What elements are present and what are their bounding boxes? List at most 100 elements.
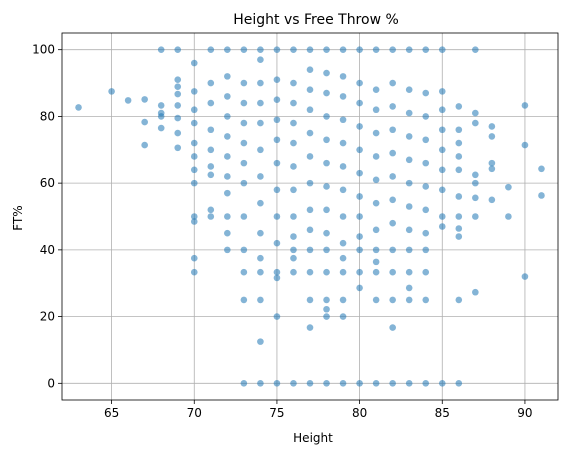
scatter-point bbox=[455, 193, 463, 200]
scatter-point bbox=[207, 46, 215, 53]
scatter-point bbox=[339, 313, 347, 320]
scatter-point bbox=[339, 116, 347, 124]
scatter-point bbox=[290, 163, 297, 170]
scatter-point bbox=[488, 159, 496, 167]
scatter-point bbox=[207, 146, 215, 154]
scatter-point bbox=[455, 296, 463, 304]
scatter-point bbox=[257, 296, 264, 304]
scatter-point bbox=[306, 66, 314, 73]
scatter-point bbox=[157, 46, 165, 53]
scatter-point bbox=[472, 46, 479, 53]
scatter-point bbox=[141, 141, 148, 149]
scatter-point bbox=[157, 124, 165, 132]
scatter-point bbox=[438, 380, 446, 387]
scatter-point bbox=[124, 97, 132, 104]
scatter-point bbox=[290, 99, 297, 107]
scatter-point bbox=[323, 305, 330, 313]
scatter-point bbox=[339, 186, 347, 194]
scatter-point bbox=[372, 268, 380, 276]
scatter-point bbox=[174, 83, 182, 91]
scatter-point bbox=[405, 86, 413, 94]
scatter-point bbox=[356, 99, 363, 107]
scatter-point bbox=[224, 189, 231, 197]
scatter-point bbox=[240, 46, 248, 53]
scatter-point bbox=[190, 88, 198, 95]
scatter-point bbox=[472, 213, 479, 220]
x-tick-label: 75 bbox=[269, 406, 284, 420]
scatter-point bbox=[190, 153, 198, 160]
scatter-point bbox=[356, 79, 363, 87]
scatter-point bbox=[240, 380, 248, 387]
scatter-point bbox=[422, 46, 430, 53]
scatter-point bbox=[356, 46, 363, 53]
scatter-point bbox=[339, 380, 347, 387]
scatter-point bbox=[174, 90, 182, 98]
scatter-point bbox=[372, 246, 380, 254]
scatter-point bbox=[290, 119, 297, 127]
scatter-point bbox=[257, 254, 264, 262]
scatter-point bbox=[472, 194, 479, 202]
scatter-point bbox=[240, 268, 248, 276]
scatter-point bbox=[389, 219, 396, 227]
scatter-point bbox=[438, 146, 446, 154]
scatter-point bbox=[389, 126, 396, 134]
scatter-point bbox=[472, 109, 479, 117]
scatter-point bbox=[339, 268, 347, 276]
scatter-point bbox=[521, 102, 529, 109]
scatter-point bbox=[405, 380, 413, 387]
scatter-point bbox=[438, 213, 446, 220]
scatter-point bbox=[306, 86, 314, 94]
scatter-point bbox=[323, 69, 330, 77]
scatter-point bbox=[306, 246, 314, 254]
scatter-point bbox=[273, 96, 281, 104]
scatter-point bbox=[422, 136, 430, 144]
scatter-point bbox=[190, 139, 198, 147]
scatter-point bbox=[422, 380, 430, 387]
scatter-point bbox=[273, 76, 281, 84]
y-tick-label: 80 bbox=[40, 109, 55, 123]
scatter-point bbox=[290, 79, 297, 87]
scatter-point bbox=[306, 206, 314, 214]
scatter-point bbox=[306, 268, 314, 276]
scatter-point bbox=[372, 258, 380, 266]
scatter-point bbox=[224, 46, 231, 53]
scatter-point bbox=[290, 46, 297, 53]
scatter-point bbox=[224, 133, 231, 140]
scatter-point bbox=[240, 246, 248, 254]
scatter-point bbox=[372, 106, 380, 114]
scatter-point bbox=[356, 268, 363, 276]
scatter-point bbox=[422, 246, 430, 254]
scatter-point bbox=[290, 268, 297, 276]
scatter-point bbox=[356, 123, 363, 130]
scatter-point bbox=[257, 229, 264, 237]
scatter-point bbox=[405, 284, 413, 292]
scatter-point bbox=[190, 106, 198, 114]
scatter-point bbox=[207, 213, 215, 220]
scatter-point bbox=[372, 199, 380, 207]
scatter-point bbox=[273, 46, 281, 53]
scatter-point bbox=[273, 116, 281, 124]
scatter-point bbox=[273, 268, 281, 276]
scatter-point bbox=[306, 296, 314, 304]
scatter-point bbox=[472, 119, 479, 127]
plot-frame bbox=[61, 32, 559, 401]
scatter-point bbox=[405, 203, 413, 210]
scatter-point bbox=[339, 296, 347, 304]
scatter-point bbox=[273, 213, 281, 220]
scatter-point bbox=[323, 380, 330, 387]
scatter-point bbox=[240, 99, 248, 107]
scatter-point bbox=[389, 79, 396, 87]
scatter-point bbox=[306, 324, 314, 331]
scatter-point bbox=[257, 79, 264, 87]
scatter-point bbox=[356, 193, 363, 200]
scatter-point bbox=[257, 146, 264, 154]
scatter-point bbox=[472, 288, 479, 296]
scatter-point bbox=[323, 89, 330, 97]
scatter-point bbox=[306, 153, 314, 160]
scatter-point bbox=[405, 179, 413, 187]
scatter-point bbox=[405, 268, 413, 276]
scatter-point bbox=[190, 179, 198, 187]
scatter-point bbox=[405, 133, 413, 140]
scatter-point bbox=[273, 159, 281, 167]
scatter-point bbox=[372, 153, 380, 160]
